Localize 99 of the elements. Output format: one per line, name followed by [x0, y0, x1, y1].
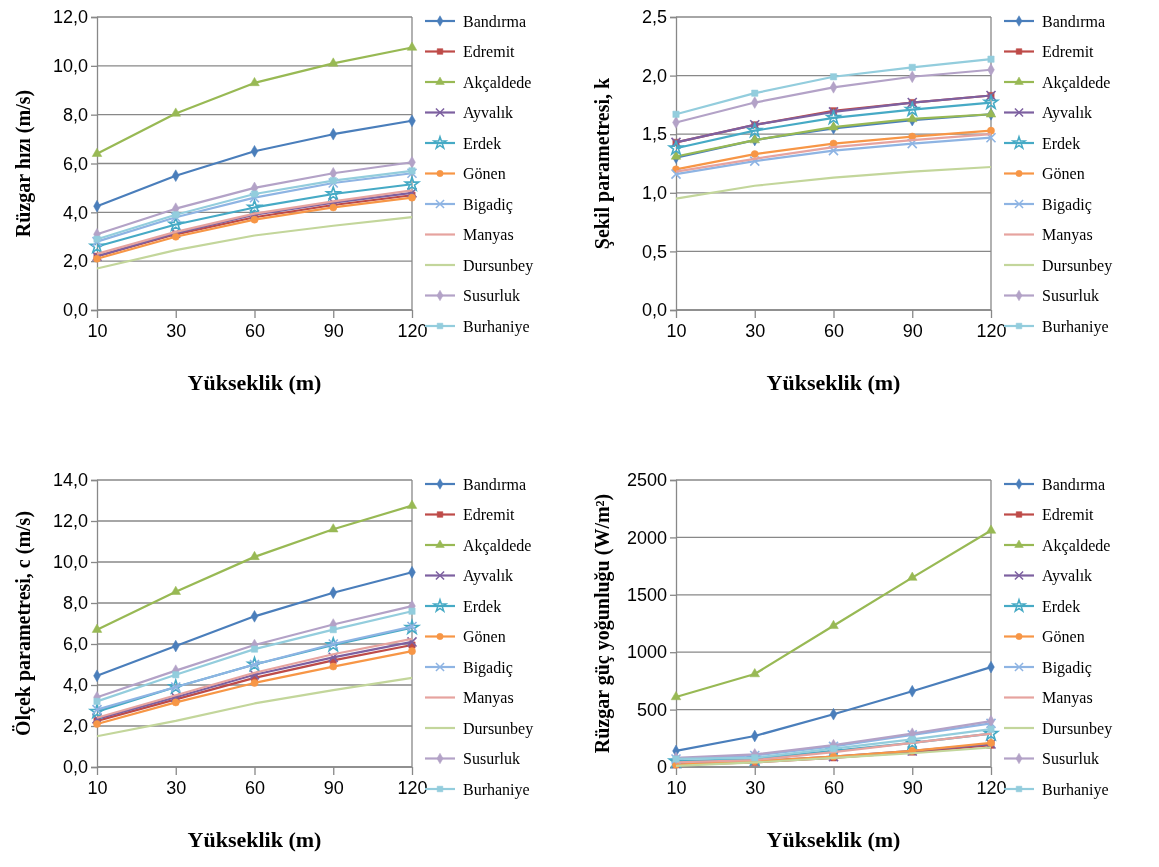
legend-label: Akçaldede: [1042, 536, 1111, 555]
y-tick-label: 0,5: [641, 241, 667, 262]
legend-label: Burhaniye: [463, 780, 530, 799]
x-tick-label: 120: [397, 778, 428, 799]
x-tick-label: 60: [823, 778, 845, 799]
legend-label: Erdek: [463, 597, 502, 615]
legend-label: Dursunbey: [463, 719, 534, 738]
y-tick-label: 8,0: [62, 593, 88, 614]
y-tick-label: 4,0: [62, 675, 88, 696]
x-tick-label: 30: [745, 778, 766, 799]
legend-label: Bandırma: [463, 475, 527, 493]
y-tick-label: 8,0: [62, 104, 88, 125]
x-tick-label: 120: [976, 778, 1007, 799]
y-tick-label: 2,5: [641, 7, 667, 28]
y-tick-label: 2,0: [62, 716, 88, 737]
y-axis-title: Ölçek parametresi, c (m/s): [12, 510, 35, 737]
x-tick-label: 10: [87, 778, 108, 799]
y-tick-label: 500: [636, 699, 667, 720]
y-tick-label: 1500: [626, 585, 667, 606]
legend-label: Bigadiç: [463, 658, 513, 677]
y-axis-title: Rüzgar güç yoğunluğu (W/m²): [591, 493, 614, 754]
legend-label: Edremit: [1042, 506, 1095, 524]
x-tick-label: 30: [166, 321, 187, 342]
y-tick-label: 2,0: [62, 251, 88, 272]
legend-label: Gönen: [463, 628, 506, 646]
y-tick-label: 12,0: [52, 7, 88, 28]
legend-label: Susurluk: [1042, 287, 1099, 305]
legend-label: Akçaldede: [463, 536, 532, 555]
x-tick-label: 10: [666, 321, 687, 342]
legend-label: Edremit: [463, 506, 516, 524]
y-tick-label: 0: [656, 757, 667, 778]
legend-label: Manyas: [1042, 226, 1093, 245]
x-tick-label: 30: [745, 321, 766, 342]
legend-label: Susurluk: [463, 750, 520, 768]
y-tick-label: 10,0: [52, 56, 88, 77]
y-tick-label: 1,0: [641, 183, 667, 204]
legend-label: Burhaniye: [463, 317, 530, 336]
y-tick-label: 12,0: [52, 511, 88, 532]
y-axis-title: Şekil parametresi, k: [591, 76, 614, 250]
legend-label: Erdek: [463, 134, 502, 152]
legend-label: Gönen: [1042, 628, 1085, 646]
legend-label: Dursunbey: [1042, 719, 1113, 738]
x-axis-title: Yükseklik (m): [187, 370, 322, 395]
y-tick-label: 4,0: [62, 202, 88, 223]
y-tick-label: 0,0: [62, 757, 88, 778]
x-tick-label: 90: [902, 321, 923, 342]
y-tick-label: 6,0: [62, 153, 88, 174]
y-tick-label: 0,0: [62, 300, 88, 321]
legend-label: Ayvalık: [1042, 104, 1093, 123]
x-tick-label: 60: [823, 321, 845, 342]
legend-label: Edremit: [463, 43, 516, 61]
legend-label: Susurluk: [463, 287, 520, 305]
legend-label: Bandırma: [1042, 12, 1106, 30]
x-axis-title: Yükseklik (m): [766, 827, 901, 852]
y-tick-label: 6,0: [62, 634, 88, 655]
y-tick-label: 2500: [626, 470, 667, 491]
x-tick-label: 60: [244, 778, 266, 799]
legend-label: Gönen: [1042, 165, 1085, 183]
x-tick-label: 10: [666, 778, 687, 799]
legend-label: Bigadiç: [1042, 658, 1092, 677]
legend-label: Bigadiç: [463, 195, 513, 214]
x-tick-label: 120: [397, 321, 428, 342]
legend-label: Erdek: [1042, 134, 1081, 152]
y-tick-label: 10,0: [52, 552, 88, 573]
x-tick-label: 120: [976, 321, 1007, 342]
x-tick-label: 90: [323, 321, 344, 342]
legend-label: Ayvalık: [463, 104, 514, 123]
legend-label: Dursunbey: [463, 256, 534, 275]
legend-label: Burhaniye: [1042, 780, 1109, 799]
legend-label: Dursunbey: [1042, 256, 1113, 275]
y-tick-label: 1000: [626, 642, 667, 663]
y-tick-label: 1,5: [641, 124, 667, 145]
legend-label: Gönen: [463, 165, 506, 183]
legend-label: Erdek: [1042, 597, 1081, 615]
legend-label: Manyas: [463, 689, 514, 708]
x-axis-title: Yükseklik (m): [187, 827, 322, 852]
legend-label: Akçaldede: [463, 73, 532, 92]
legend-label: Edremit: [1042, 43, 1095, 61]
legend-label: Manyas: [463, 226, 514, 245]
legend-label: Ayvalık: [463, 567, 514, 586]
legend-label: Akçaldede: [1042, 73, 1111, 92]
y-tick-label: 2,0: [641, 65, 667, 86]
y-tick-label: 2000: [626, 527, 667, 548]
x-tick-label: 90: [323, 778, 344, 799]
legend-label: Susurluk: [1042, 750, 1099, 768]
x-tick-label: 30: [166, 778, 187, 799]
y-tick-label: 0,0: [641, 300, 667, 321]
x-tick-label: 60: [244, 321, 266, 342]
y-axis-title: Rüzgar hızı (m/s): [12, 89, 35, 238]
y-tick-label: 14,0: [52, 470, 88, 491]
x-tick-label: 90: [902, 778, 923, 799]
legend-label: Ayvalık: [1042, 567, 1093, 586]
x-tick-label: 10: [87, 321, 108, 342]
legend-label: Bandırma: [1042, 475, 1106, 493]
x-axis-title: Yükseklik (m): [766, 370, 901, 395]
legend-label: Burhaniye: [1042, 317, 1109, 336]
legend-label: Manyas: [1042, 689, 1093, 708]
legend-label: Bandırma: [463, 12, 527, 30]
legend-label: Bigadiç: [1042, 195, 1092, 214]
